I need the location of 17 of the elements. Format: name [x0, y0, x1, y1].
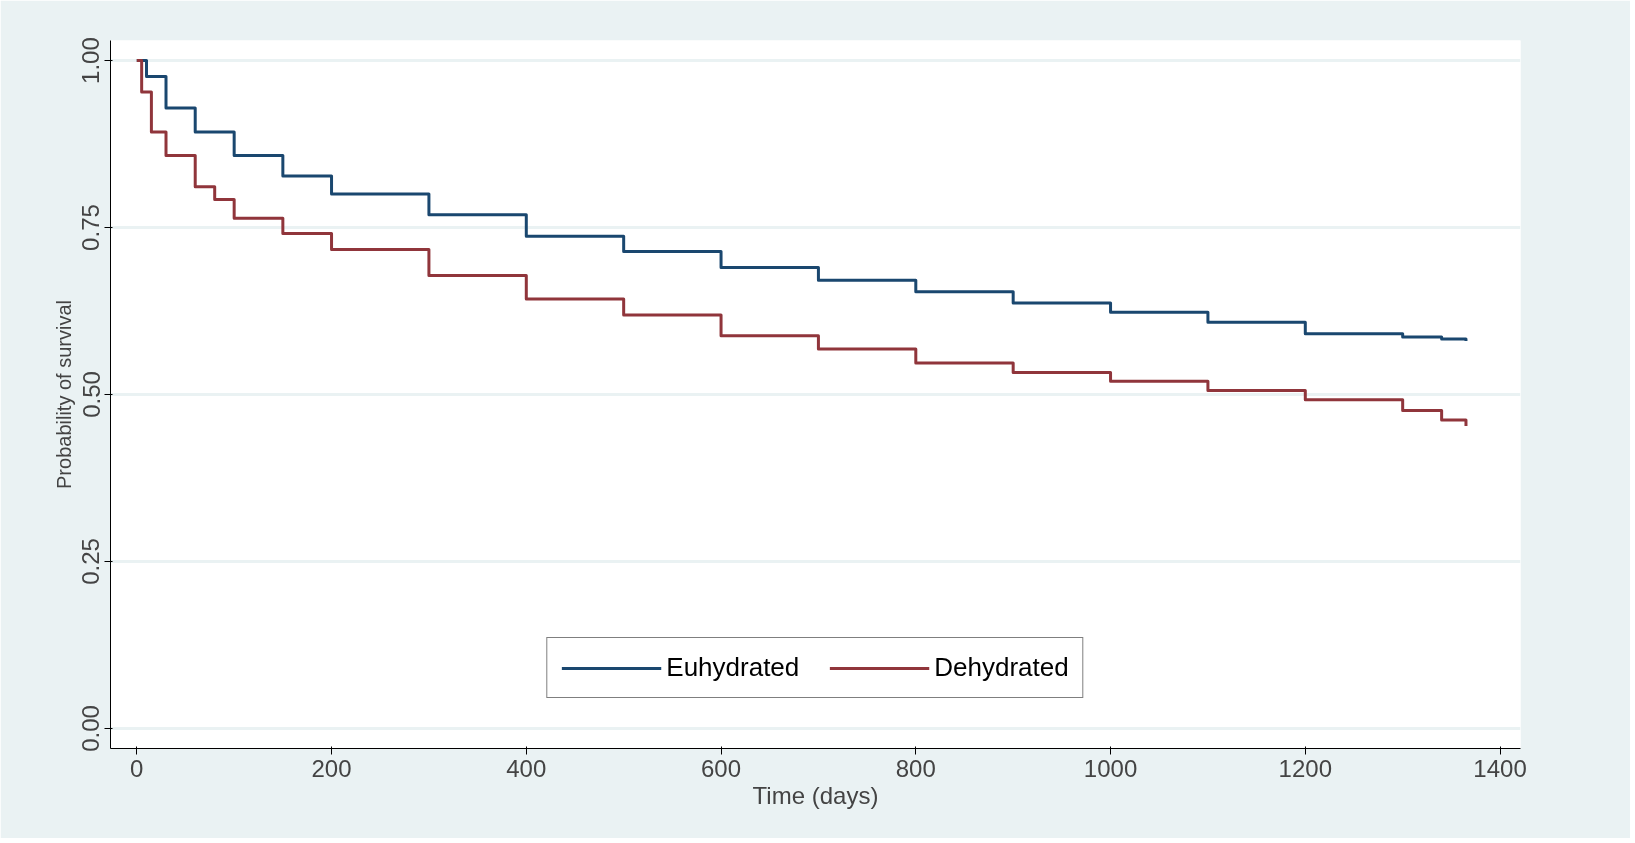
- x-tick-label: 0: [130, 754, 144, 782]
- x-tick-label: 1200: [1278, 754, 1332, 782]
- x-tick-label: 800: [895, 754, 936, 782]
- y-tick-label: 1.00: [77, 37, 105, 84]
- y-tick-label: 0.25: [77, 538, 105, 585]
- x-tick-label: 600: [701, 754, 742, 782]
- x-tick-label: 1400: [1473, 754, 1527, 782]
- y-axis-title: Probability of survival: [52, 300, 75, 489]
- legend-label: Dehydrated: [934, 652, 1069, 683]
- legend-label: Euhydrated: [666, 652, 800, 683]
- x-tick-label: 400: [506, 754, 547, 782]
- x-tick-label: 1000: [1083, 754, 1138, 782]
- x-axis-title: Time (days): [752, 781, 879, 809]
- y-tick-label: 0.50: [77, 371, 105, 418]
- x-tick-label: 200: [311, 754, 352, 782]
- y-tick-label: 0.00: [77, 705, 105, 752]
- y-tick-label: 0.75: [77, 204, 105, 251]
